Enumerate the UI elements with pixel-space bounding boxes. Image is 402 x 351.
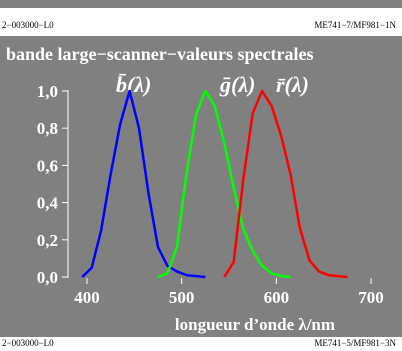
y-tick-label: 0,8 xyxy=(37,119,58,138)
x-axis-label: longueur d’onde λ/nm xyxy=(175,315,335,334)
footer-left-code: 2−003000−L0 xyxy=(2,338,54,348)
header-stripe xyxy=(0,0,402,8)
legend-label-0: b̄(λ) xyxy=(116,72,151,97)
legend-label-1: ḡ(λ) xyxy=(219,72,255,97)
chart-panel: bande large−scanner−valeurs spectrales b… xyxy=(0,36,402,337)
x-ticks: 400 500 600 700 xyxy=(74,278,384,307)
chart-svg: bande large−scanner−valeurs spectrales b… xyxy=(6,44,384,334)
series-group xyxy=(81,89,348,279)
footer-right-code: ME741−5/MF981−3N xyxy=(314,338,396,348)
y-tick-label: 0,0 xyxy=(37,268,58,287)
y-tick-label: 0,6 xyxy=(37,156,58,175)
series-line-2 xyxy=(223,89,348,279)
series-line-0 xyxy=(81,89,206,279)
footer-band: 2−003000−L0 ME741−5/MF981−3N xyxy=(0,337,402,351)
x-tick-label: 700 xyxy=(358,288,384,307)
y-tick-label: 1,0 xyxy=(37,82,58,101)
legend-label-2: r̄(λ) xyxy=(276,72,309,97)
y-tick-label: 0,2 xyxy=(37,231,58,250)
legend: b̄(λ) ḡ(λ) r̄(λ) xyxy=(116,72,309,97)
x-tick-label: 600 xyxy=(264,288,290,307)
header-right-code: ME741−7/MF981−1N xyxy=(314,20,396,30)
header-band: 2−003000−L0 ME741−7/MF981−1N xyxy=(0,0,402,36)
series-line-1 xyxy=(157,89,291,279)
x-tick-label: 400 xyxy=(74,288,100,307)
y-ticks: 0,0 0,2 0,4 0,6 0,8 1,0 xyxy=(37,82,68,287)
y-tick-label: 0,4 xyxy=(37,194,59,213)
chart-title: bande large−scanner−valeurs spectrales xyxy=(6,44,313,64)
x-tick-label: 500 xyxy=(169,288,195,307)
header-left-code: 2−003000−L0 xyxy=(2,20,54,30)
